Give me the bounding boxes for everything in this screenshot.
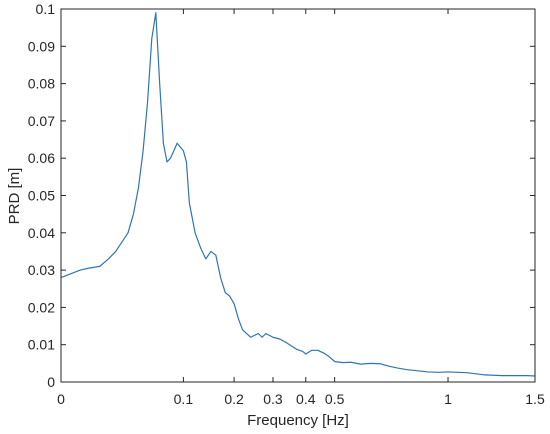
x-tick-label: 0.4 [296, 391, 316, 407]
y-tick-label: 0.06 [28, 150, 55, 166]
x-axis-ticks: 0 0.1 0.2 0.3 0.4 0.5 1 1.5 [57, 9, 545, 407]
y-tick-label: 0.1 [36, 1, 56, 17]
x-tick-label: 1 [444, 391, 452, 407]
y-tick-label: 0 [47, 374, 55, 390]
y-tick-label: 0.07 [28, 113, 55, 129]
x-tick-label: 1.5 [525, 391, 545, 407]
y-axis-title: PRD [m] [6, 168, 23, 225]
series-group [60, 12, 536, 377]
y-tick-label: 0.08 [28, 76, 55, 92]
plot-background [61, 9, 535, 382]
series-line [60, 12, 536, 377]
y-tick-label: 0.03 [28, 262, 55, 278]
y-tick-label: 0.01 [28, 337, 55, 353]
y-tick-label: 0.02 [28, 299, 55, 315]
y-tick-label: 0.04 [28, 225, 55, 241]
x-tick-label: 0.3 [263, 391, 283, 407]
x-axis-title: Frequency [Hz] [247, 412, 349, 429]
x-tick-label: 0 [57, 391, 65, 407]
y-axis-ticks: 0 0.01 0.02 0.03 0.04 0.05 0.06 0.07 0.08 0.09 0.1 [28, 1, 535, 390]
x-tick-label: 0.2 [224, 391, 244, 407]
y-tick-label: 0.05 [28, 188, 55, 204]
y-tick-label: 0.09 [28, 38, 55, 54]
x-tick-label: 0.1 [174, 391, 194, 407]
x-tick-label: 0.5 [325, 391, 345, 407]
plot-frame [60, 8, 536, 383]
